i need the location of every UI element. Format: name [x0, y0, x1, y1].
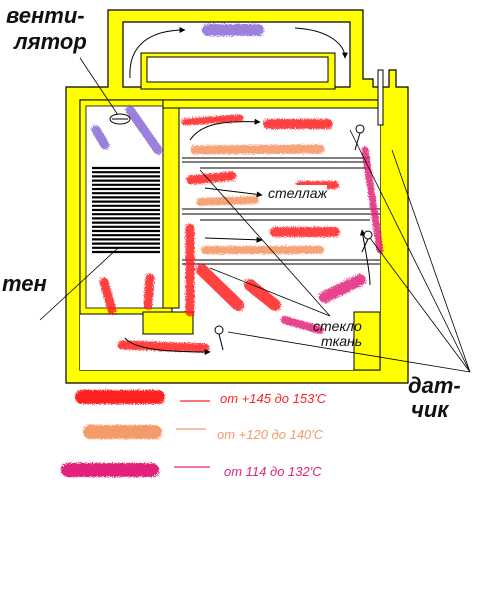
pointer-lines: [39, 57, 471, 373]
fabric-label-1: стекло: [313, 318, 362, 334]
rack-shelves: [182, 157, 380, 265]
sensor-icon: [214, 124, 373, 351]
bottom-pedestal: [142, 311, 194, 335]
heater-icon: [90, 164, 162, 256]
airflow-arrows: [124, 27, 371, 355]
heater-label: тен: [2, 271, 47, 296]
fan-label-2: лятор: [14, 29, 87, 54]
zone-low: [281, 146, 384, 334]
legend-swatches: [61, 390, 165, 477]
sensor-label-1: дат-: [408, 373, 461, 398]
rack-label: стеллаж: [268, 185, 328, 202]
fan-label-1: венти-: [6, 3, 85, 28]
legend-text-low: от 114 до 132'C: [224, 464, 322, 479]
heat-zones: [91, 24, 384, 353]
fan-icon: [109, 113, 131, 125]
legend-text-high: от +145 до 153'C: [220, 391, 327, 406]
center-divider: [162, 107, 180, 309]
fabric-label-2: ткань: [321, 333, 363, 349]
zone-high: [99, 114, 340, 353]
zone-fan-air: [91, 24, 264, 155]
legend-text-medium: от +120 до 140'C: [217, 427, 324, 442]
sensor-label-2: чик: [411, 397, 449, 422]
